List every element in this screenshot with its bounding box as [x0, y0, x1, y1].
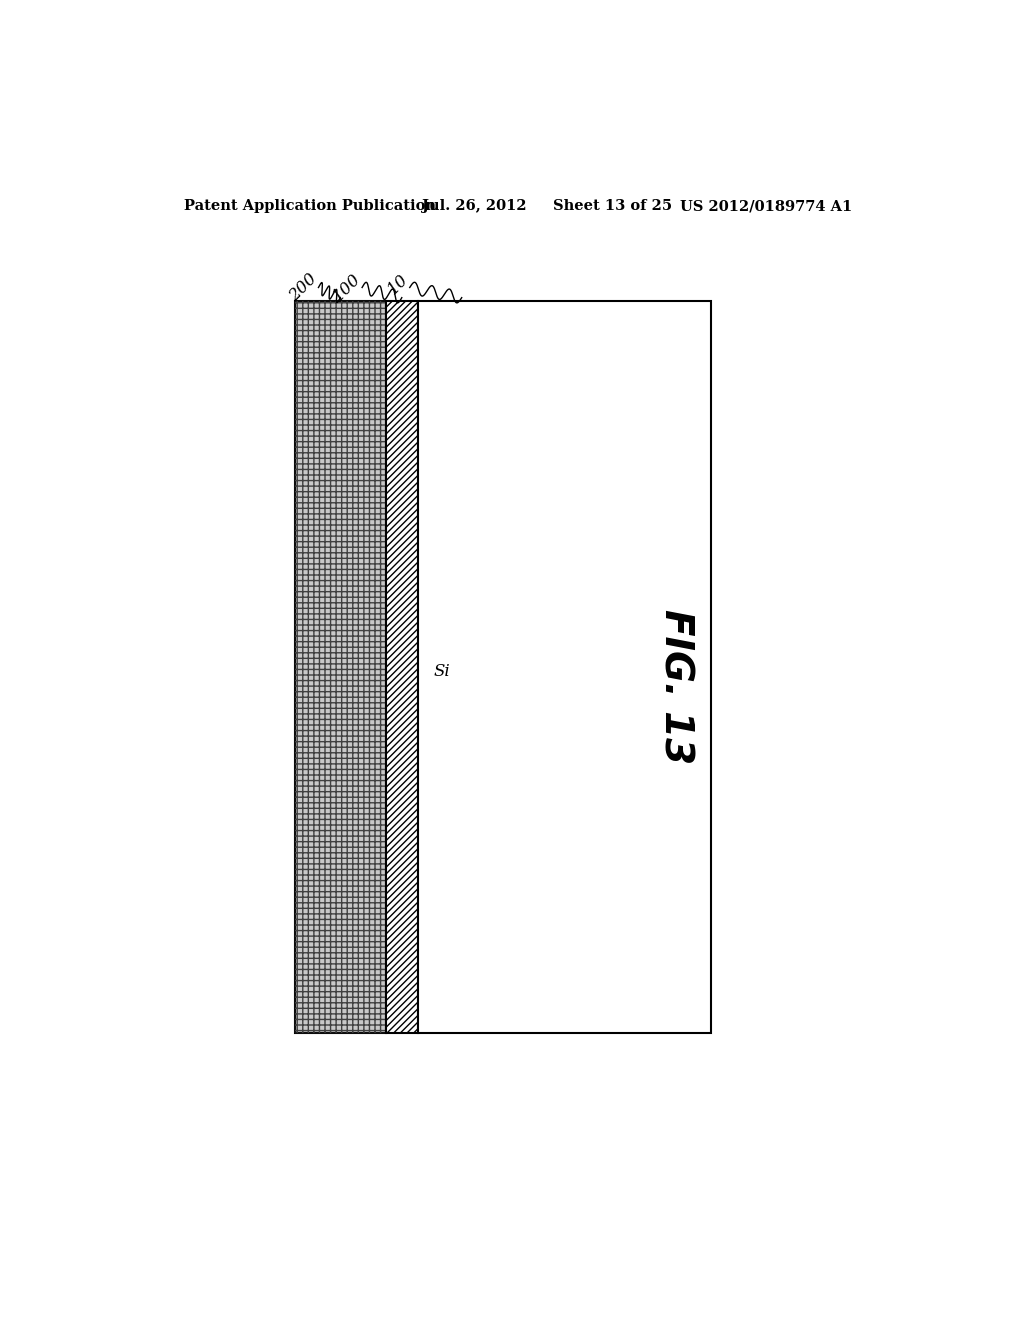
Bar	[386, 301, 418, 1032]
Text: 200: 200	[287, 271, 321, 305]
Text: US 2012/0189774 A1: US 2012/0189774 A1	[680, 199, 852, 213]
Text: Jul. 26, 2012: Jul. 26, 2012	[422, 199, 526, 213]
Text: Si: Si	[433, 663, 451, 680]
Bar	[295, 301, 386, 1032]
Text: 100: 100	[330, 271, 365, 305]
Text: Sheet 13 of 25: Sheet 13 of 25	[553, 199, 672, 213]
Bar	[295, 301, 386, 1032]
Bar	[386, 301, 418, 1032]
Text: FIG. 13: FIG. 13	[656, 610, 694, 764]
Text: Patent Application Publication: Patent Application Publication	[183, 199, 435, 213]
Bar	[418, 301, 712, 1032]
Text: 10: 10	[385, 271, 412, 297]
